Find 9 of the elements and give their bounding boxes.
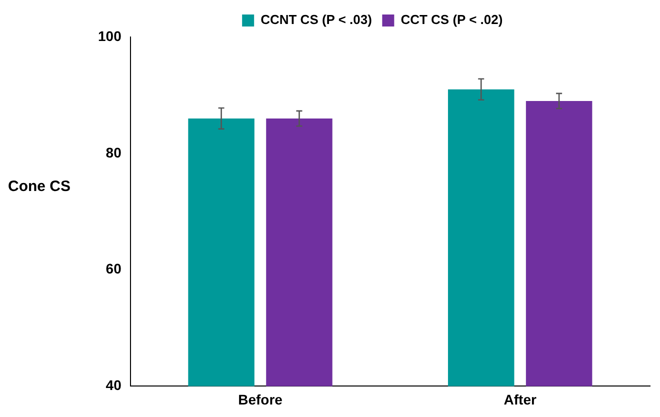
- x-tick-label: Before: [238, 391, 283, 408]
- legend-label: CCT CS (P < .02): [400, 12, 503, 28]
- legend-label: CCNT CS (P < .03): [260, 12, 372, 28]
- y-axis-title: Cone CS: [8, 178, 71, 195]
- y-tick-label: 60: [106, 260, 122, 277]
- y-tick-label: 40: [106, 377, 122, 394]
- x-tick-label: After: [504, 391, 537, 408]
- y-tick-label: 100: [98, 28, 122, 44]
- y-tick-label: 80: [106, 144, 122, 160]
